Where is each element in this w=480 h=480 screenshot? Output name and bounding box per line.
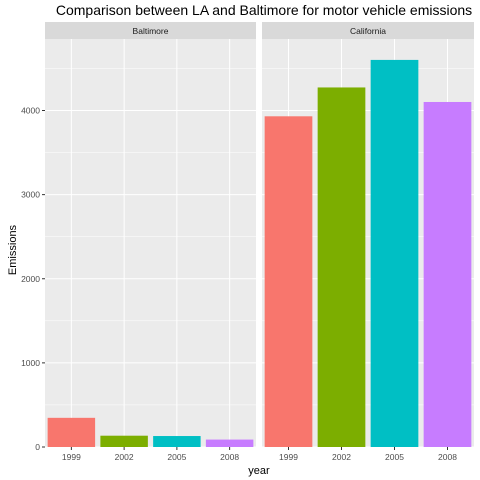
x-tick-label: 2005 (385, 452, 404, 462)
x-tick-label: 2005 (167, 452, 186, 462)
bar-california-2008 (423, 101, 472, 447)
x-tick-label: 2008 (220, 452, 239, 462)
x-tick-label: 2002 (332, 452, 351, 462)
bar-california-2002 (317, 87, 366, 447)
bar-baltimore-2008 (205, 439, 254, 447)
facet-strip-label: Baltimore (133, 26, 169, 36)
y-tick-label: 3000 (21, 190, 40, 200)
facet-strip (45, 22, 256, 39)
bar-california-1999 (264, 116, 313, 448)
y-tick-label: 4000 (21, 106, 40, 116)
bar-california-2005 (370, 59, 419, 448)
y-tick-label: 1000 (21, 358, 40, 368)
x-tick-label: 2008 (438, 452, 457, 462)
bar-baltimore-2005 (153, 436, 201, 447)
chart-title: Comparison between LA and Baltimore for … (56, 2, 472, 18)
facet-panel-california: California 1999 2002 2005 2008 (262, 22, 474, 462)
x-tick-label: 2002 (115, 452, 134, 462)
bar-baltimore-1999 (47, 417, 96, 447)
x-tick-label: 1999 (279, 452, 298, 462)
x-axis-label: year (248, 465, 270, 477)
facet-strip-label: California (350, 26, 386, 36)
bar-baltimore-2002 (100, 435, 148, 447)
y-axis: 0 1000 2000 3000 4000 (21, 106, 45, 452)
facet-strip (262, 22, 474, 39)
y-axis-label: Emissions (7, 224, 19, 275)
panel-background (45, 39, 256, 447)
facet-panel-baltimore: Baltimore 1999 2002 2005 2008 (45, 22, 256, 462)
y-tick-label: 2000 (21, 274, 40, 284)
y-tick-label: 0 (35, 442, 40, 452)
x-tick-label: 1999 (62, 452, 81, 462)
